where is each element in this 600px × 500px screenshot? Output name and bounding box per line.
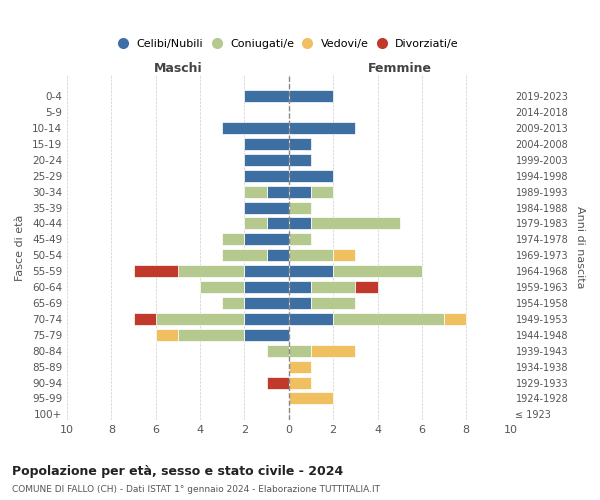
Bar bbox=[178, 329, 244, 341]
Bar bbox=[222, 234, 244, 245]
Bar bbox=[244, 329, 289, 341]
Bar bbox=[289, 90, 333, 102]
Bar bbox=[289, 281, 311, 293]
Bar bbox=[289, 297, 311, 309]
Bar bbox=[289, 170, 333, 181]
Text: Femmine: Femmine bbox=[368, 62, 432, 76]
Bar bbox=[444, 313, 466, 325]
Bar bbox=[289, 234, 311, 245]
Bar bbox=[266, 376, 289, 388]
Bar bbox=[244, 154, 289, 166]
Bar bbox=[289, 250, 333, 261]
Bar bbox=[266, 345, 289, 356]
Bar bbox=[244, 170, 289, 181]
Y-axis label: Fasce di età: Fasce di età bbox=[15, 214, 25, 280]
Bar bbox=[244, 313, 289, 325]
Bar bbox=[289, 313, 333, 325]
Bar bbox=[311, 186, 333, 198]
Y-axis label: Anni di nascita: Anni di nascita bbox=[575, 206, 585, 288]
Bar bbox=[222, 250, 266, 261]
Bar bbox=[244, 202, 289, 213]
Bar bbox=[311, 345, 355, 356]
Bar bbox=[333, 265, 422, 277]
Bar bbox=[289, 154, 311, 166]
Bar bbox=[333, 250, 355, 261]
Bar bbox=[244, 281, 289, 293]
Bar bbox=[289, 376, 311, 388]
Bar bbox=[311, 218, 400, 230]
Text: COMUNE DI FALLO (CH) - Dati ISTAT 1° gennaio 2024 - Elaborazione TUTTITALIA.IT: COMUNE DI FALLO (CH) - Dati ISTAT 1° gen… bbox=[12, 485, 380, 494]
Bar bbox=[289, 202, 311, 213]
Bar bbox=[289, 360, 311, 372]
Bar bbox=[244, 138, 289, 150]
Bar bbox=[244, 234, 289, 245]
Legend: Celibi/Nubili, Coniugati/e, Vedovi/e, Divorziati/e: Celibi/Nubili, Coniugati/e, Vedovi/e, Di… bbox=[116, 35, 462, 52]
Bar bbox=[289, 138, 311, 150]
Bar bbox=[289, 218, 311, 230]
Bar bbox=[266, 218, 289, 230]
Bar bbox=[289, 345, 311, 356]
Bar bbox=[244, 218, 266, 230]
Bar bbox=[289, 392, 333, 404]
Bar bbox=[178, 265, 244, 277]
Bar bbox=[134, 313, 156, 325]
Bar bbox=[200, 281, 244, 293]
Bar bbox=[289, 265, 333, 277]
Bar bbox=[244, 90, 289, 102]
Bar bbox=[244, 265, 289, 277]
Bar bbox=[156, 313, 244, 325]
Bar bbox=[266, 186, 289, 198]
Bar bbox=[244, 186, 266, 198]
Bar bbox=[289, 186, 311, 198]
Bar bbox=[355, 281, 377, 293]
Bar bbox=[333, 313, 444, 325]
Bar bbox=[156, 329, 178, 341]
Bar bbox=[222, 297, 244, 309]
Text: Maschi: Maschi bbox=[154, 62, 202, 76]
Bar bbox=[266, 250, 289, 261]
Text: Popolazione per età, sesso e stato civile - 2024: Popolazione per età, sesso e stato civil… bbox=[12, 465, 343, 478]
Bar bbox=[244, 297, 289, 309]
Bar bbox=[311, 281, 355, 293]
Bar bbox=[134, 265, 178, 277]
Bar bbox=[311, 297, 355, 309]
Bar bbox=[222, 122, 289, 134]
Bar bbox=[289, 122, 355, 134]
